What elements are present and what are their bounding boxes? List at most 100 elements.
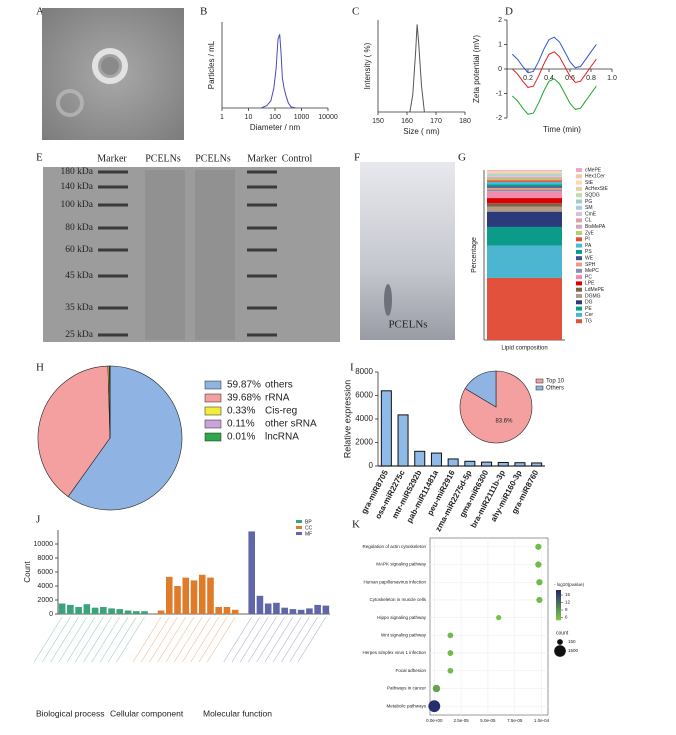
tlc-label: PCELNs [388,319,427,331]
x-tick-label: 0.8 [586,75,596,82]
y-tick-label: 1 [498,41,502,48]
legend-label: BP [305,519,312,525]
panel-label: K [352,519,360,531]
panel-label: F [354,152,360,164]
legend-swatch [576,218,582,223]
category-label-stub [99,616,129,663]
legend-label: others [265,380,293,391]
legend-value: 0.33% [227,406,255,417]
y-tick-label: 8000 [37,555,53,562]
bar-segment [487,180,562,182]
bar-segment [487,181,562,185]
legend-swatch [576,199,582,204]
x-tick-label: 0.0e+00 [426,718,443,723]
tlc-image [360,162,455,340]
legend-swatch [204,406,222,416]
category-label-stub [149,616,178,663]
legend-label: PC [585,274,592,280]
panel-label: D [505,6,513,18]
bar [497,461,509,467]
category-label-stub [190,616,219,663]
legend-value: 0.01% [227,432,255,443]
colorbar-step [556,597,561,601]
bar [91,607,99,614]
y-axis-label: Percentage [471,237,478,273]
lane-label: Marker [97,153,127,164]
vesicle [56,89,84,117]
bar-segment [487,184,562,187]
panel-label: I [350,362,354,374]
legend-label: Others [546,386,564,392]
category-label-stub [50,616,79,663]
colorbar-step [556,595,561,598]
category-label-stub [297,616,327,663]
y-tick-label: MAPK signaling pathway [376,562,427,567]
size-legend-label: 150 [568,639,576,644]
y-tick-label: Regulation of actin cytoskeleton [362,544,426,549]
y-tick-label: 2 [498,17,502,24]
legend-swatch [296,520,302,523]
group-label: Biological process [36,708,105,718]
y-tick-label: Herpes simplex virus 1 infection [362,650,426,655]
legend-swatch [576,243,582,248]
x-tick-label: 100 [269,114,281,121]
y-tick-label: Metabolic pathways [386,703,426,708]
bar [116,609,124,614]
bar-segment [487,175,562,177]
colorbar-step [556,600,561,603]
tlc-spot [384,284,392,316]
category-label-stub [198,616,228,663]
x-axis-label: Lipid composition [501,346,547,352]
bar [58,603,66,614]
legend-swatch [535,378,544,384]
x-tick-label: 0.6 [565,75,575,82]
category-label-stub [132,616,162,663]
legend-swatch [576,168,582,172]
colorbar-step [556,615,561,618]
y-tick-label: Focal adhesion [395,668,426,673]
bar [322,605,330,614]
lane-label: Control [282,153,313,164]
bar [256,595,264,614]
legend-label: BisMePA [585,224,606,230]
legend-label: SQDG [585,193,600,199]
bar-segment [487,277,562,340]
y-tick-label: Wnt signaling pathway [381,633,427,638]
size-legend-dot [554,645,566,657]
bar-segment [487,174,562,176]
lane-label: PCELNs [145,153,181,164]
dot [428,700,441,713]
colorbar-step [556,605,561,608]
colorbar-tick-label: 12 [565,600,571,605]
legend-swatch [576,275,582,280]
legend-swatch [576,306,582,311]
legend-swatch [576,231,582,235]
colorbar-step [556,617,561,621]
y-tick-label: 4000 [355,414,373,423]
legend-swatch [576,249,582,254]
legend-value: 39.68% [227,393,261,404]
x-tick-label: 1.0 [607,75,617,82]
bar [273,602,280,614]
pie-slice [67,365,183,511]
dot [447,650,454,656]
legend-label: PS [585,249,592,255]
colorbar-step [556,590,561,593]
colorbar-step [556,602,561,606]
category-label-stub [256,616,285,663]
bar-segment [487,211,562,227]
colorbar-tick-label: 9 [565,607,568,612]
category-label-stub [116,616,145,663]
panel-label: E [36,152,43,164]
legend-swatch [576,193,582,198]
category-label-stub [272,616,302,663]
bar [207,577,214,614]
marker-bands [98,170,277,337]
x-axis-label: Size ( nm) [403,127,440,136]
x-tick-label: 0.4 [544,75,554,82]
legend-swatch [296,526,302,529]
bar [108,608,115,614]
legend-label: ZyE [585,230,595,236]
legend-swatch [576,294,582,298]
bar [447,458,459,467]
